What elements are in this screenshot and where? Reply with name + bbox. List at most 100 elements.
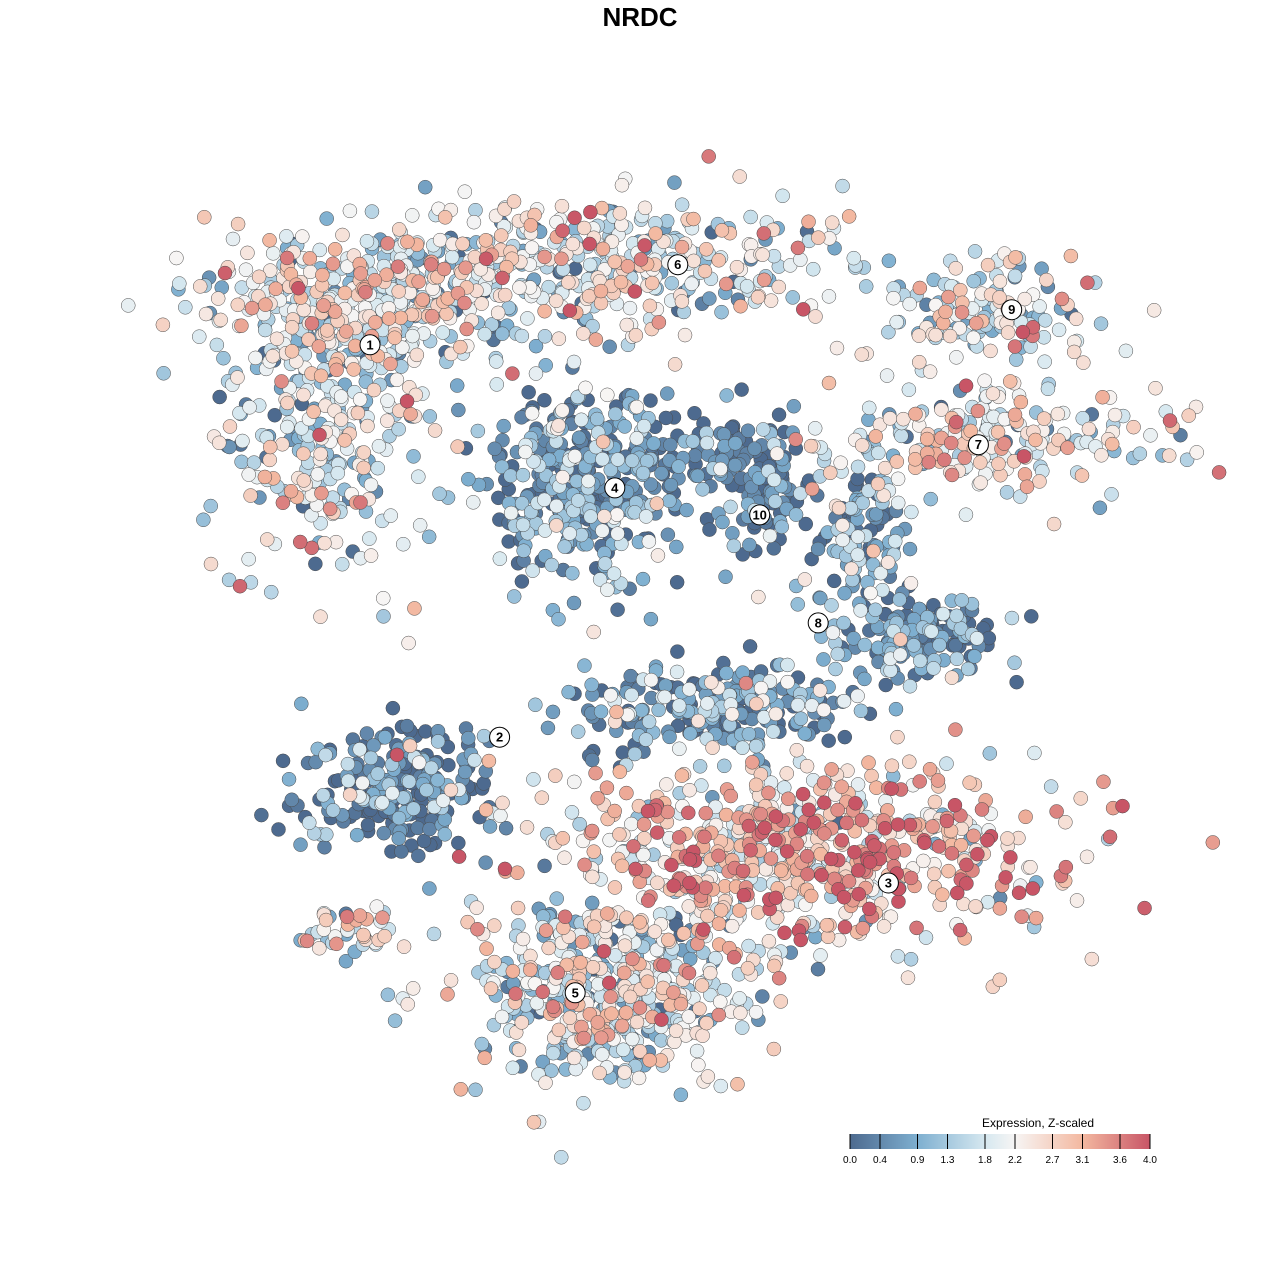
data-point-cluster-2 [437,827,453,842]
data-point-cluster-3 [650,875,665,891]
data-point-cluster-5 [748,1004,764,1020]
data-point-cluster-4 [610,526,625,541]
data-point-cluster-3 [1018,809,1033,825]
data-point-cluster-4 [514,496,530,511]
data-point-cluster-1 [352,392,368,407]
data-point-cluster-8 [890,471,906,487]
data-point-cluster-8 [797,572,813,587]
data-point-cluster-8 [850,529,866,544]
data-point-cluster-1 [308,556,323,572]
data-point-cluster-3 [837,919,853,935]
data-point-cluster-3 [723,788,739,804]
data-point-cluster-2 [816,717,832,733]
data-point-cluster-7 [1104,487,1119,502]
data-point-cluster-5 [380,987,396,1003]
data-point-cluster-4 [492,551,508,566]
data-point-cluster-2 [418,724,433,739]
data-point-cluster-2 [451,835,466,851]
data-point-cluster-6 [541,279,556,295]
data-point-cluster-5 [400,997,415,1012]
data-point-cluster-6 [699,242,714,257]
data-point-cluster-3 [600,906,615,921]
data-point-cluster-6 [701,149,716,164]
data-point-cluster-5 [617,1065,632,1080]
data-point-cluster-8 [932,637,947,653]
data-point-cluster-4 [597,509,612,524]
data-point-cluster-10 [769,446,785,461]
cluster-label-6: 6 [667,254,689,276]
data-point-cluster-7 [854,438,870,453]
data-point-cluster-4 [537,392,552,408]
data-point-cluster-6 [667,175,682,190]
data-point-cluster-2 [738,675,754,691]
data-point-cluster-8 [863,585,878,601]
data-point-cluster-1 [268,281,283,296]
data-point-cluster-3 [735,740,750,755]
data-point-cluster-8 [866,543,881,559]
data-point-cluster-6 [775,188,790,204]
data-point-cluster-7 [943,435,959,451]
data-point-cluster-5 [691,1057,706,1073]
data-point-cluster-3 [935,887,950,902]
data-point-cluster-1 [295,229,310,244]
data-point-cluster-1 [478,251,494,266]
data-point-cluster-5 [550,965,565,980]
data-point-cluster-9 [1002,374,1018,389]
data-point-cluster-4 [515,467,531,483]
data-point-cluster-3 [903,951,919,967]
data-point-cluster-2 [624,687,639,703]
data-point-cluster-6 [537,249,552,265]
data-point-cluster-2 [422,821,437,837]
data-point-cluster-3 [949,885,965,901]
data-point-cluster-4 [713,461,728,477]
data-point-cluster-5 [573,955,588,970]
data-point-cluster-1 [230,216,246,232]
data-point-cluster-1 [477,326,492,342]
data-point-cluster-3 [903,870,919,886]
data-point-cluster-6 [607,254,622,270]
data-point-cluster-1 [172,276,187,291]
data-point-cluster-4 [515,517,531,533]
data-point-cluster-2 [749,696,764,712]
data-point-cluster-4 [521,385,536,400]
data-point-cluster-3 [810,961,826,977]
data-point-cluster-2 [584,677,599,693]
data-point-cluster-5 [523,962,538,978]
data-point-cluster-3 [890,817,906,832]
data-point-cluster-6 [628,328,644,343]
data-point-cluster-9 [1039,272,1054,288]
data-point-cluster-2 [816,702,832,718]
data-point-cluster-1 [275,437,290,452]
data-point-cluster-1 [406,449,421,464]
data-point-cluster-6 [714,223,730,238]
data-point-cluster-1 [422,409,438,424]
data-point-cluster-1 [275,495,291,511]
data-point-cluster-10 [715,514,730,530]
data-point-cluster-2 [342,787,358,802]
data-point-cluster-1 [274,374,289,389]
data-point-cluster-3 [743,843,758,858]
data-point-cluster-6 [674,197,690,212]
data-point-cluster-3 [824,762,839,777]
data-point-cluster-2 [790,697,806,713]
data-point-cluster-6 [627,284,643,299]
data-point-cluster-4 [549,498,564,514]
data-point-cluster-7 [970,403,986,419]
data-point-cluster-8 [850,459,866,475]
data-point-cluster-6 [824,215,840,230]
data-point-cluster-3 [741,938,756,954]
data-point-cluster-6 [674,294,690,309]
cluster-label-3: 3 [877,872,899,894]
data-point-cluster-6 [733,298,748,314]
data-point-cluster-2 [670,644,685,659]
data-point-cluster-4 [555,403,570,418]
data-point-cluster-3 [719,807,734,823]
data-point-cluster-2 [691,713,706,729]
cluster-label-1: 1 [359,334,381,356]
data-point-cluster-2 [577,658,592,673]
data-point-cluster-3 [741,818,757,834]
data-point-cluster-1 [296,473,312,488]
data-point-cluster-2 [319,827,334,842]
data-point-cluster-7 [1081,421,1097,437]
data-point-cluster-4 [562,526,577,541]
